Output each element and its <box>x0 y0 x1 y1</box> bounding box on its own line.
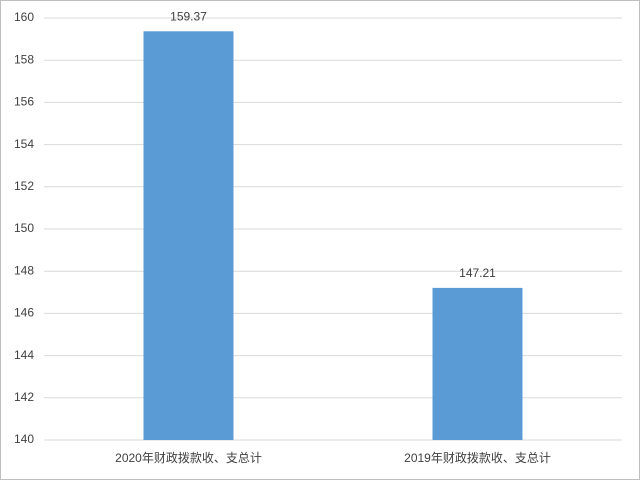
y-tick-label: 152 <box>14 179 34 193</box>
y-tick-label: 148 <box>14 263 34 277</box>
bar <box>143 31 234 440</box>
y-tick-label: 146 <box>14 306 34 320</box>
y-tick-label: 154 <box>14 137 34 151</box>
y-tick-label: 144 <box>14 348 34 362</box>
y-tick-label: 156 <box>14 95 34 109</box>
y-tick-label: 142 <box>14 390 34 404</box>
data-label: 147.21 <box>459 266 496 280</box>
y-tick-label: 158 <box>14 52 34 66</box>
x-tick-label: 2019年财政拨款收、支总计 <box>404 451 551 465</box>
bar <box>432 287 523 440</box>
y-tick-label: 160 <box>14 10 34 24</box>
y-tick-label: 140 <box>14 432 34 446</box>
y-tick-label: 150 <box>14 221 34 235</box>
data-label: 159.37 <box>170 9 207 23</box>
x-tick-label: 2020年财政拨款收、支总计 <box>115 451 262 465</box>
